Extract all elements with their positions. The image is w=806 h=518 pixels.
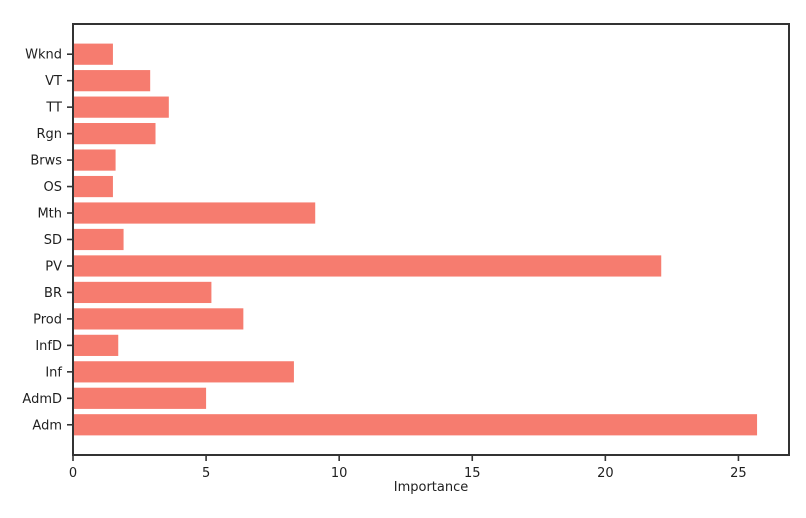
bar-infd — [73, 334, 119, 356]
x-tick-label: 20 — [597, 466, 614, 481]
x-tick-label: 0 — [69, 466, 77, 481]
bars-group — [73, 43, 758, 436]
bar-wknd — [73, 43, 113, 65]
bar-adm — [73, 414, 758, 436]
y-tick-label-adm: Adm — [32, 418, 62, 433]
x-tick-label: 25 — [730, 466, 747, 481]
x-tick-label: 15 — [464, 466, 481, 481]
bar-pv — [73, 255, 662, 277]
bar-mth — [73, 202, 316, 224]
bar-rgn — [73, 123, 156, 145]
bar-brws — [73, 149, 116, 171]
bar-vt — [73, 70, 151, 92]
bar-os — [73, 175, 113, 198]
y-tick-label-inf: Inf — [45, 365, 62, 380]
y-tick-label-admd: AdmD — [22, 392, 62, 407]
y-tick-label-rgn: Rgn — [36, 127, 62, 142]
x-tick-label: 10 — [331, 466, 348, 481]
plot-area — [73, 24, 789, 455]
y-tick-label-prod: Prod — [33, 312, 62, 327]
y-tick-label-os: OS — [44, 180, 62, 195]
x-axis-ticks: 0 5 10 15 20 25 — [69, 455, 747, 481]
bar-admd — [73, 387, 207, 409]
bar-br — [73, 281, 212, 304]
y-axis-ticks: Wknd VT TT Rgn Brws OS Mth SD PV BR Prod InfD Inf Adm… — [22, 48, 73, 433]
axes-border — [72, 23, 790, 456]
y-tick-label-infd: InfD — [35, 339, 62, 354]
y-tick-label-sd: SD — [44, 233, 62, 248]
y-tick-label-vt: VT — [45, 74, 62, 89]
y-tick-label-br: BR — [44, 286, 62, 301]
y-tick-label-wknd: Wknd — [25, 48, 62, 63]
bar-sd — [73, 228, 124, 251]
y-tick-label-pv: PV — [45, 259, 62, 274]
bar-prod — [73, 308, 244, 330]
x-tick-label: 5 — [202, 466, 210, 481]
y-tick-label-brws: Brws — [30, 154, 62, 169]
bar-inf — [73, 361, 294, 383]
x-axis-label: Importance — [394, 480, 469, 495]
y-tick-label-tt: TT — [45, 101, 62, 116]
bar-tt — [73, 96, 169, 118]
y-tick-label-mth: Mth — [37, 207, 62, 222]
